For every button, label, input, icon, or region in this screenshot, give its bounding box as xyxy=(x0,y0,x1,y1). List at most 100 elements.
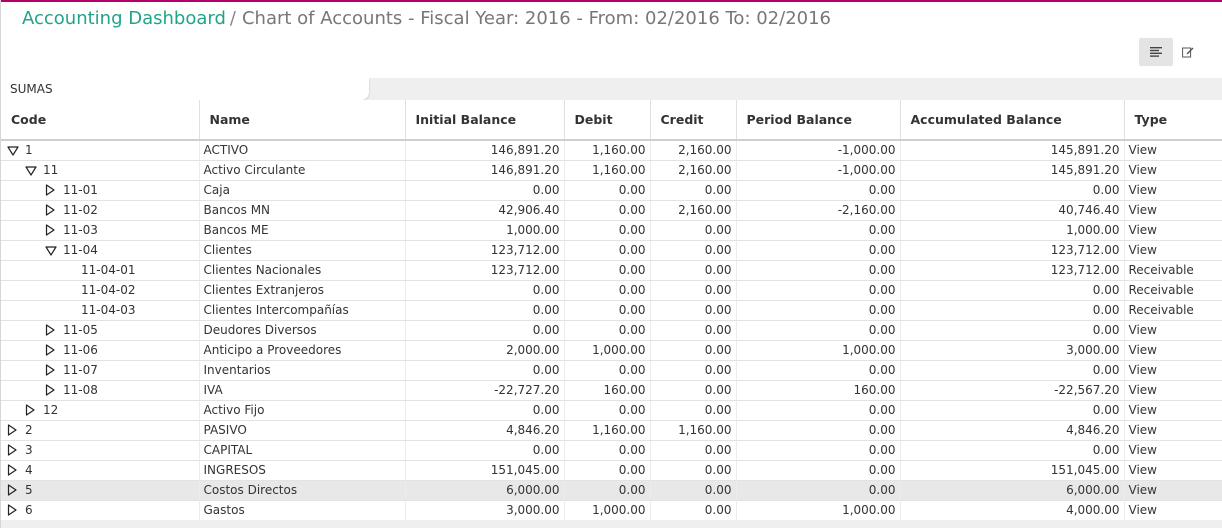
edit-form-icon xyxy=(1182,47,1194,58)
cell-accumulated-balance: 4,846.20 xyxy=(900,420,1125,441)
cell-credit: 0.00 xyxy=(650,180,737,201)
cell-debit: 0.00 xyxy=(564,240,651,261)
collapsed-arrow-icon[interactable] xyxy=(45,183,59,196)
cell-debit: 1,000.00 xyxy=(564,500,651,521)
cell-debit: 1,160.00 xyxy=(564,160,651,181)
column-header-accumulated-balance[interactable]: Accumulated Balance xyxy=(900,100,1125,141)
collapsed-arrow-icon[interactable] xyxy=(45,363,59,376)
cell-credit: 0.00 xyxy=(650,340,737,361)
cell-name: PASIVO xyxy=(199,420,406,441)
cell-name: Costos Directos xyxy=(199,480,406,501)
cell-code: 11-02 xyxy=(1,200,200,221)
cell-initial-balance: 151,045.00 xyxy=(405,460,565,481)
account-code: 11-04-03 xyxy=(81,303,136,317)
table-row[interactable]: 11-04-01 Clientes Nacionales 123,712.00 0.0… xyxy=(1,260,1222,281)
cell-period-balance: 0.00 xyxy=(736,360,901,381)
column-header-debit[interactable]: Debit xyxy=(564,100,651,141)
expanded-arrow-icon[interactable] xyxy=(7,143,21,156)
collapsed-arrow-icon[interactable] xyxy=(45,323,59,336)
collapsed-arrow-icon[interactable] xyxy=(45,343,59,356)
form-view-button[interactable] xyxy=(1173,38,1203,66)
table-row[interactable]: 11 Activo Circulante 146,891.20 1,160.00 2,1… xyxy=(1,160,1222,181)
table-row[interactable]: 11-07 Inventarios 0.00 0.00 0.00 0.00 0.00 View xyxy=(1,360,1222,381)
cell-debit: 0.00 xyxy=(564,280,651,301)
cell-name: INGRESOS xyxy=(199,460,406,481)
cell-type: View xyxy=(1124,380,1222,401)
cell-period-balance: -1,000.00 xyxy=(736,140,901,161)
table-row[interactable]: 11-08 IVA -22,727.20 160.00 0.00 160.00 -22,56… xyxy=(1,380,1222,401)
cell-name: Anticipo a Proveedores xyxy=(199,340,406,361)
collapsed-arrow-icon[interactable] xyxy=(7,483,21,496)
column-header-type[interactable]: Type xyxy=(1124,100,1222,141)
cell-accumulated-balance: 0.00 xyxy=(900,400,1125,421)
table-row[interactable]: 11-06 Anticipo a Proveedores 2,000.00 1,000… xyxy=(1,340,1222,361)
cell-type: Receivable xyxy=(1124,280,1222,301)
cell-credit: 0.00 xyxy=(650,300,737,321)
cell-name: Inventarios xyxy=(199,360,406,381)
group-tag[interactable]: SUMAS xyxy=(1,78,369,100)
cell-accumulated-balance: 145,891.20 xyxy=(900,160,1125,181)
cell-period-balance: 0.00 xyxy=(736,400,901,421)
table-row[interactable]: 11-04 Clientes 123,712.00 0.00 0.00 0.00 123,7… xyxy=(1,240,1222,261)
cell-period-balance: -1,000.00 xyxy=(736,160,901,181)
column-header-credit[interactable]: Credit xyxy=(650,100,737,141)
column-header-name[interactable]: Name xyxy=(199,100,406,141)
collapsed-arrow-icon[interactable] xyxy=(7,423,21,436)
table-row[interactable]: 11-04-03 Clientes Intercompañías 0.00 0.00 0… xyxy=(1,300,1222,321)
page-title: Chart of Accounts - Fiscal Year: 2016 - … xyxy=(241,8,832,29)
table-row[interactable]: 3 CAPITAL 0.00 0.00 0.00 0.00 0.00 View xyxy=(1,440,1222,461)
table-row[interactable]: 5 Costos Directos 6,000.00 0.00 0.00 0.00 6,00… xyxy=(1,480,1222,501)
breadcrumb-separator: / xyxy=(229,8,236,29)
cell-initial-balance: 6,000.00 xyxy=(405,480,565,501)
cell-name: Deudores Diversos xyxy=(199,320,406,341)
cell-initial-balance: 123,712.00 xyxy=(405,240,565,261)
column-header-initial-balance[interactable]: Initial Balance xyxy=(405,100,565,141)
cell-period-balance: -2,160.00 xyxy=(736,200,901,221)
collapsed-arrow-icon[interactable] xyxy=(7,503,21,516)
table-row[interactable]: 11-01 Caja 0.00 0.00 0.00 0.00 0.00 View xyxy=(1,180,1222,201)
cell-accumulated-balance: 0.00 xyxy=(900,440,1125,461)
column-header-code[interactable]: Code xyxy=(1,100,200,141)
cell-period-balance: 1,000.00 xyxy=(736,340,901,361)
cell-name: Bancos ME xyxy=(199,220,406,241)
account-code: 11-07 xyxy=(63,363,98,377)
cell-name: Clientes Intercompañías xyxy=(199,300,406,321)
table-row[interactable]: 11-03 Bancos ME 1,000.00 0.00 0.00 0.00 1,000.… xyxy=(1,220,1222,241)
collapsed-arrow-icon[interactable] xyxy=(25,403,39,416)
collapsed-arrow-icon[interactable] xyxy=(7,443,21,456)
account-code: 5 xyxy=(25,483,33,497)
cell-accumulated-balance: 0.00 xyxy=(900,180,1125,201)
collapsed-arrow-icon[interactable] xyxy=(45,203,59,216)
table-row[interactable]: 2 PASIVO 4,846.20 1,160.00 1,160.00 0.00 4,846… xyxy=(1,420,1222,441)
breadcrumb-dashboard-link[interactable]: Accounting Dashboard xyxy=(22,8,226,29)
expanded-arrow-icon[interactable] xyxy=(45,243,59,256)
cell-credit: 0.00 xyxy=(650,460,737,481)
table-row[interactable]: 11-04-02 Clientes Extranjeros 0.00 0.00 0.00… xyxy=(1,280,1222,301)
table-row[interactable]: 11-02 Bancos MN 42,906.40 0.00 2,160.00 -2,16… xyxy=(1,200,1222,221)
table-row[interactable]: 6 Gastos 3,000.00 1,000.00 0.00 1,000.00 4,000… xyxy=(1,500,1222,521)
cell-code: 5 xyxy=(1,480,200,501)
cell-type: View xyxy=(1124,360,1222,381)
table-row[interactable]: 4 INGRESOS 151,045.00 0.00 0.00 0.00 151,045.0… xyxy=(1,460,1222,481)
collapsed-arrow-icon[interactable] xyxy=(7,463,21,476)
collapsed-arrow-icon[interactable] xyxy=(45,383,59,396)
cell-type: View xyxy=(1124,440,1222,461)
expanded-arrow-icon[interactable] xyxy=(25,163,39,176)
list-view-button[interactable] xyxy=(1139,38,1173,66)
cell-code: 1 xyxy=(1,140,200,161)
cell-credit: 0.00 xyxy=(650,220,737,241)
cell-type: View xyxy=(1124,200,1222,221)
cell-period-balance: 0.00 xyxy=(736,440,901,461)
cell-code: 11-04-03 xyxy=(1,300,200,321)
cell-debit: 0.00 xyxy=(564,260,651,281)
cell-initial-balance: 42,906.40 xyxy=(405,200,565,221)
table-row[interactable]: 12 Activo Fijo 0.00 0.00 0.00 0.00 0.00 View xyxy=(1,400,1222,421)
table-row[interactable]: 1 ACTIVO 146,891.20 1,160.00 2,160.00 -1,000.… xyxy=(1,140,1222,161)
column-header-period-balance[interactable]: Period Balance xyxy=(736,100,901,141)
cell-debit: 1,160.00 xyxy=(564,140,651,161)
cell-code: 11 xyxy=(1,160,200,181)
cell-type: View xyxy=(1124,500,1222,521)
cell-initial-balance: 123,712.00 xyxy=(405,260,565,281)
collapsed-arrow-icon[interactable] xyxy=(45,223,59,236)
table-row[interactable]: 11-05 Deudores Diversos 0.00 0.00 0.00 0.00 0.… xyxy=(1,320,1222,341)
